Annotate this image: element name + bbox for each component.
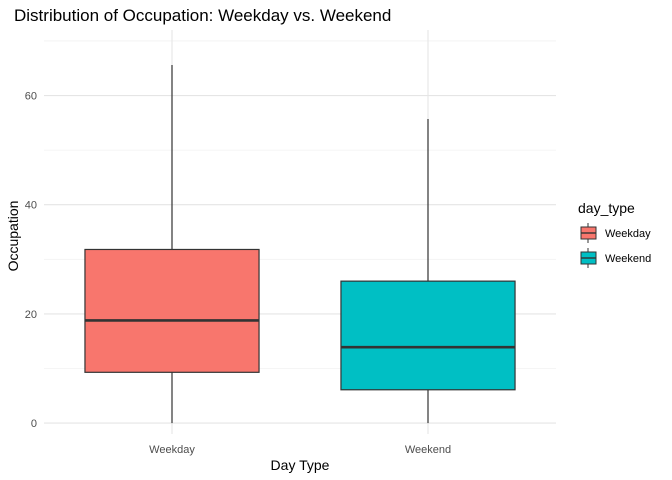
- legend: day_type Weekday Weekend: [578, 200, 651, 268]
- legend-label: Weekday: [605, 228, 651, 240]
- x-axis-title: Day Type: [271, 457, 330, 473]
- boxes: [84, 64, 516, 424]
- y-tick-label: 60: [25, 91, 37, 103]
- legend-item-weekday: Weekday: [580, 223, 651, 243]
- x-tick-label: Weekday: [149, 444, 195, 456]
- y-tick-label: 40: [25, 200, 37, 212]
- chart-title: Distribution of Occupation: Weekday vs. …: [14, 6, 391, 25]
- y-tick-label: 20: [25, 309, 37, 321]
- box-weekday: [84, 64, 260, 424]
- y-tick-label: 0: [31, 418, 37, 430]
- legend-title: day_type: [578, 200, 635, 216]
- legend-item-weekend: Weekend: [580, 248, 651, 268]
- x-axis-ticks: Weekday Weekend: [149, 444, 451, 456]
- y-axis-title: Occupation: [5, 201, 21, 272]
- y-axis-ticks: 0 20 40 60: [25, 91, 37, 431]
- box-weekend: [340, 118, 516, 424]
- box-body: [340, 280, 516, 391]
- legend-label: Weekend: [605, 253, 651, 265]
- x-tick-label: Weekend: [405, 444, 451, 456]
- box-body: [84, 248, 260, 373]
